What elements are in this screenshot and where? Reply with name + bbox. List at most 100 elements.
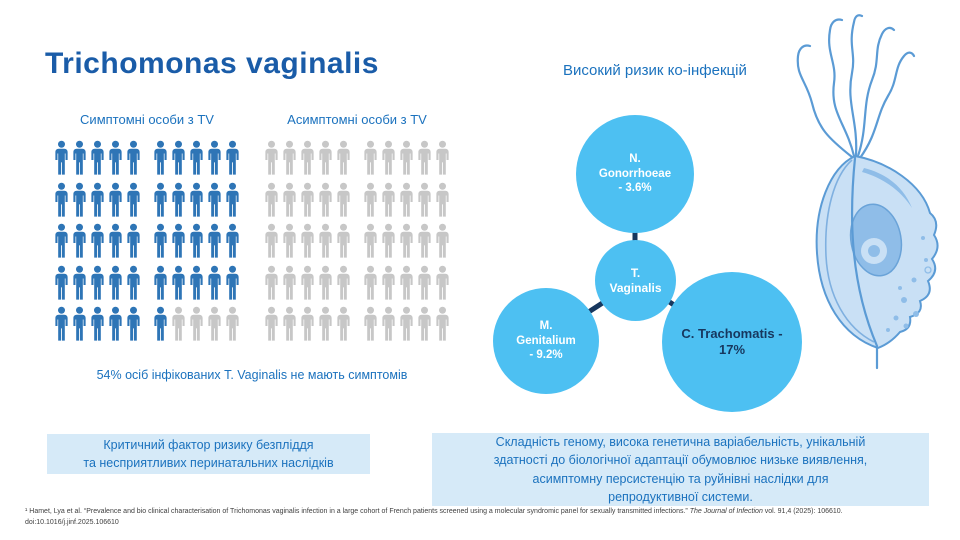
person-icon	[336, 223, 351, 259]
person-icon	[126, 306, 141, 342]
person-icon	[435, 140, 450, 176]
inner-membrane-line	[824, 159, 875, 343]
person-icon	[225, 265, 240, 301]
person-icon	[300, 306, 315, 342]
person-icon	[381, 182, 396, 218]
person-icon	[363, 306, 378, 342]
person-icon	[207, 306, 222, 342]
person-icon	[108, 265, 123, 301]
person-icon	[126, 265, 141, 301]
person-icon	[153, 182, 168, 218]
person-icon	[399, 265, 414, 301]
person-icon	[417, 182, 432, 218]
person-icon	[282, 265, 297, 301]
person-icon	[363, 140, 378, 176]
person-icon	[189, 306, 204, 342]
bubble-line: T.	[630, 265, 641, 280]
bubble-c-trachomatis: C. Trachomatis - 17%	[662, 272, 802, 412]
person-icon	[300, 223, 315, 259]
citation-doi: doi:10.1016/j.jinf.2025.106610	[25, 518, 119, 526]
person-icon	[72, 140, 87, 176]
person-icon	[435, 265, 450, 301]
person-icon	[153, 265, 168, 301]
person-icon	[282, 182, 297, 218]
bubble-line: - 9.2%	[529, 349, 563, 362]
pictogram-group-symptomatic: Симптомні особи з TV	[52, 112, 242, 348]
person-icon	[264, 223, 279, 259]
person-icon	[225, 306, 240, 342]
bubble-line: 17%	[718, 342, 746, 357]
person-icon	[72, 223, 87, 259]
person-icon	[318, 140, 333, 176]
person-icon	[300, 140, 315, 176]
person-icon	[282, 223, 297, 259]
pictogram-chart: Симптомні особи з TV Асимптомні особи з …	[42, 112, 462, 382]
person-icon	[153, 223, 168, 259]
costa-streak	[862, 168, 912, 208]
group-label-symptomatic: Симптомні особи з TV	[80, 112, 214, 127]
person-icon	[54, 140, 69, 176]
person-icon	[207, 140, 222, 176]
person-icon	[90, 265, 105, 301]
pictogram-icons-asymptomatic	[262, 140, 452, 348]
group-label-asymptomatic: Асимптомні особи з TV	[287, 112, 427, 127]
bubble-n-gonorrhoeae: N. Gonorrhoeae - 3.6%	[576, 115, 694, 233]
coinfection-title: Високий ризик ко-інфекцій	[563, 62, 747, 79]
person-icon	[336, 182, 351, 218]
bubble-line: M.	[539, 320, 553, 333]
bubble-line: - 3.6%	[618, 182, 652, 195]
person-icon	[126, 223, 141, 259]
person-icon	[153, 140, 168, 176]
person-icon	[72, 306, 87, 342]
person-icon	[417, 223, 432, 259]
person-icon	[225, 182, 240, 218]
person-icon	[72, 182, 87, 218]
citation-text-after: vol. 91,4 (2025): 106610.	[762, 508, 843, 515]
person-icon	[318, 182, 333, 218]
person-icon	[189, 265, 204, 301]
person-icon	[399, 306, 414, 342]
pictogram-caption: 54% осіб інфікованих T. Vaginalis не маю…	[96, 368, 408, 382]
person-icon	[435, 223, 450, 259]
person-icon	[264, 140, 279, 176]
person-icon	[318, 306, 333, 342]
person-icon	[318, 223, 333, 259]
flagella-icon	[796, 14, 916, 160]
person-icon	[363, 223, 378, 259]
person-icon	[381, 223, 396, 259]
person-icon	[282, 140, 297, 176]
person-icon	[108, 182, 123, 218]
person-icon	[189, 223, 204, 259]
person-icon	[54, 223, 69, 259]
person-icon	[189, 182, 204, 218]
bubble-line: N.	[629, 153, 641, 166]
person-icon	[225, 223, 240, 259]
person-icon	[381, 265, 396, 301]
pictogram-icons-symptomatic	[52, 140, 242, 348]
person-icon	[381, 306, 396, 342]
person-icon	[72, 265, 87, 301]
person-icon	[171, 223, 186, 259]
person-icon	[435, 306, 450, 342]
person-icon	[54, 265, 69, 301]
person-icon	[54, 306, 69, 342]
person-icon	[108, 306, 123, 342]
trichomonas-illustration	[796, 14, 939, 370]
person-icon	[171, 182, 186, 218]
bubble-line: Vaginalis	[609, 280, 662, 295]
citation-footnote: ¹ Hamet, Lya et al. “Prevalence and bio …	[25, 507, 937, 528]
person-icon	[282, 306, 297, 342]
person-icon	[300, 265, 315, 301]
person-icon	[363, 265, 378, 301]
bubble-line: Gonorrhoeae	[598, 167, 672, 180]
person-icon	[336, 140, 351, 176]
citation-journal: The Journal of Infection	[689, 508, 763, 515]
person-icon	[153, 306, 168, 342]
person-icon	[108, 223, 123, 259]
page-title: Trichomonas vaginalis	[45, 47, 379, 80]
bubble-line: C. Trachomatis -	[681, 325, 783, 341]
person-icon	[399, 182, 414, 218]
person-icon	[417, 265, 432, 301]
nucleus-icon	[849, 203, 903, 277]
person-icon	[399, 223, 414, 259]
